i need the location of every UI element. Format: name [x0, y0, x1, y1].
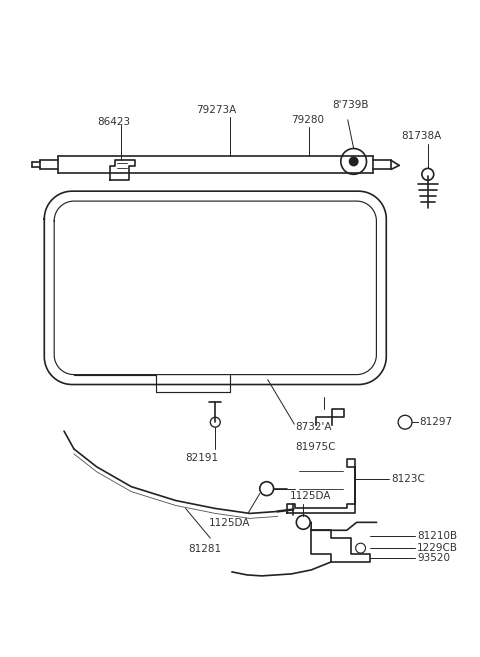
Text: 8'739B: 8'739B: [332, 100, 369, 110]
Text: 81281: 81281: [189, 544, 222, 554]
Text: 1229CB: 1229CB: [417, 543, 458, 553]
Text: 79273A: 79273A: [196, 105, 237, 115]
Text: 81210B: 81210B: [417, 532, 457, 541]
Text: 86423: 86423: [97, 117, 131, 127]
Text: 81975C: 81975C: [295, 442, 336, 452]
Text: 79280: 79280: [291, 115, 324, 125]
Text: 8123C: 8123C: [391, 474, 425, 484]
Text: 93520: 93520: [417, 553, 450, 563]
Text: 81297: 81297: [419, 417, 452, 427]
Text: 1125DA: 1125DA: [208, 518, 250, 528]
Text: 81738A: 81738A: [401, 131, 442, 141]
Text: 82191: 82191: [186, 453, 219, 463]
Text: 1125DA: 1125DA: [289, 491, 331, 501]
Text: 8732'A: 8732'A: [295, 422, 332, 432]
Circle shape: [349, 156, 359, 166]
